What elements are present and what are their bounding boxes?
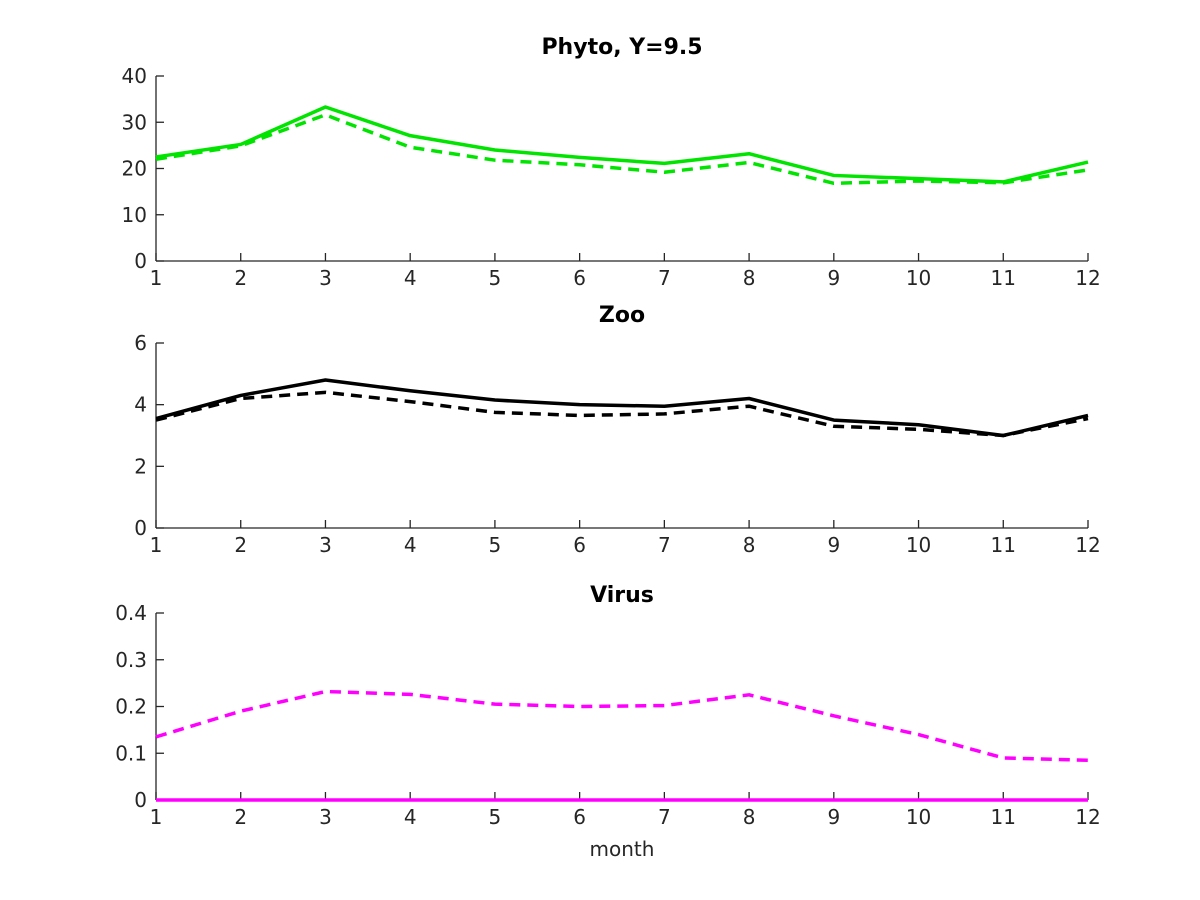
x-tick-label: 6: [573, 266, 586, 290]
x-tick-label: 12: [1075, 266, 1100, 290]
x-tick-label: 10: [906, 266, 931, 290]
x-tick-label: 10: [906, 533, 931, 557]
x-tick-label: 8: [743, 266, 756, 290]
x-tick-label: 11: [991, 805, 1016, 829]
x-tick-label: 5: [489, 805, 502, 829]
y-tick-label: 4: [134, 393, 147, 417]
x-tick-label: 11: [991, 533, 1016, 557]
x-tick-label: 5: [489, 533, 502, 557]
x-tick-label: 11: [991, 266, 1016, 290]
x-tick-label: 9: [827, 533, 840, 557]
y-tick-label: 0.3: [115, 648, 147, 672]
x-tick-label: 8: [743, 805, 756, 829]
subplot-zoo-title: Zoo: [598, 303, 646, 328]
y-tick-label: 0.4: [115, 601, 147, 625]
y-tick-label: 0.1: [115, 741, 147, 765]
x-axis-label-month: month: [589, 837, 655, 861]
x-tick-label: 1: [150, 266, 163, 290]
x-tick-label: 5: [489, 266, 502, 290]
x-tick-label: 3: [319, 533, 332, 557]
y-tick-label: 6: [134, 331, 147, 355]
x-tick-label: 2: [234, 533, 247, 557]
subplot-phyto-title: Phyto, Y=9.5: [541, 35, 703, 60]
y-tick-label: 0: [134, 788, 147, 812]
x-tick-label: 2: [234, 805, 247, 829]
x-tick-label: 4: [404, 805, 417, 829]
x-tick-label: 8: [743, 533, 756, 557]
subplot-3: 00.10.20.30.41 2 3 4 5 6 7 8 9 10 11 12: [115, 601, 1101, 829]
y-tick-label: 0: [134, 516, 147, 540]
y-tick-label: 30: [122, 110, 147, 134]
x-tick-label: 6: [573, 805, 586, 829]
y-tick-label: 0.2: [115, 695, 147, 719]
x-tick-label: 7: [658, 266, 671, 290]
y-tick-label: 20: [122, 157, 147, 181]
x-tick-label: 9: [827, 266, 840, 290]
x-tick-label: 6: [573, 533, 586, 557]
x-tick-label: 9: [827, 805, 840, 829]
x-tick-label: 2: [234, 266, 247, 290]
x-tick-label: 4: [404, 266, 417, 290]
series-line-zoo-dashed: [155, 390, 1089, 438]
x-tick-label: 4: [404, 533, 417, 557]
x-tick-label: 1: [150, 805, 163, 829]
series-line-phyto-solid: [155, 105, 1089, 184]
x-tick-label: 3: [319, 266, 332, 290]
series-line-virus-dashed: [155, 689, 1089, 763]
subplot-virus-title: Virus: [590, 583, 654, 608]
x-tick-label: 12: [1075, 805, 1100, 829]
x-tick-label: 1: [150, 533, 163, 557]
y-tick-label: 10: [122, 203, 147, 227]
y-tick-label: 0: [134, 249, 147, 273]
x-tick-label: 10: [906, 805, 931, 829]
y-tick-label: 40: [122, 64, 147, 88]
x-tick-label: 3: [319, 805, 332, 829]
series-line-zoo-solid: [155, 378, 1089, 438]
x-tick-label: 7: [658, 805, 671, 829]
x-tick-label: 7: [658, 533, 671, 557]
x-tick-label: 12: [1075, 533, 1100, 557]
series-line-phyto-dashed: [155, 113, 1089, 186]
y-tick-label: 2: [134, 454, 147, 478]
